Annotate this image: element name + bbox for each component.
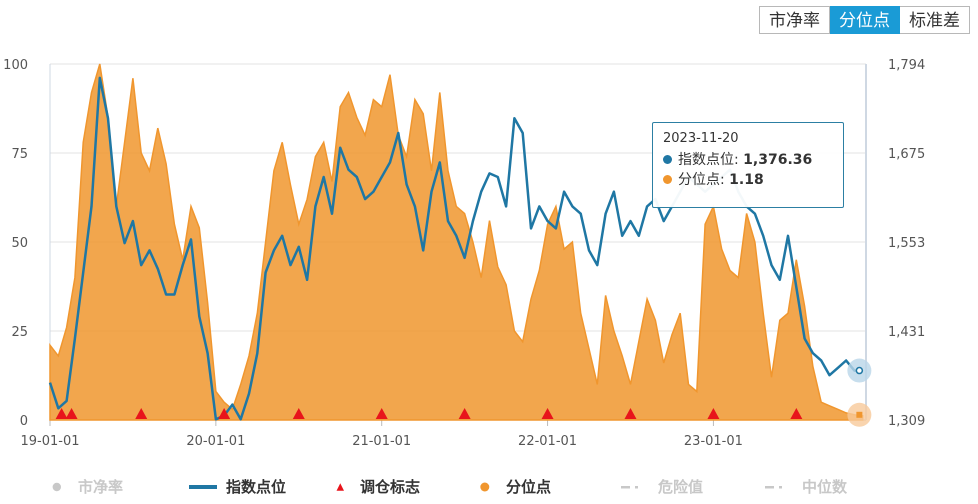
y-right-tick-label: 1,431 xyxy=(888,325,925,340)
rebalance-marker xyxy=(375,408,388,419)
legend-item-index[interactable]: 指数点位 xyxy=(188,476,286,497)
x-tick-label: 21-01-01 xyxy=(352,434,411,449)
dash-line-icon xyxy=(621,485,638,488)
legend-item-danger[interactable]: 危险值 xyxy=(620,476,703,497)
rebalance-marker xyxy=(707,408,720,419)
percentile-dot-icon xyxy=(663,175,672,184)
x-tick-label: 22-01-01 xyxy=(518,434,577,449)
tooltip-index-value: 1,376.36 xyxy=(743,152,813,168)
triangle-icon xyxy=(336,482,344,491)
y-left-tick-label: 100 xyxy=(3,58,28,73)
rebalance-marker xyxy=(135,408,148,419)
percentile-focus-point xyxy=(856,411,863,418)
y-left-tick-label: 0 xyxy=(20,414,28,429)
percentile-area xyxy=(49,63,864,421)
index-dot-icon xyxy=(663,155,672,164)
tooltip-percentile-row: 分位点: 1.18 xyxy=(663,170,833,190)
rebalance-marker xyxy=(790,408,803,419)
circle-icon xyxy=(52,482,61,491)
y-left-tick-label: 75 xyxy=(11,147,28,162)
y-left-tick-label: 25 xyxy=(11,325,28,340)
tooltip-date: 2023-11-20 xyxy=(663,131,739,146)
line-icon xyxy=(189,484,217,489)
legend-item-marker[interactable]: 调仓标志 xyxy=(336,476,420,497)
index-focus-point xyxy=(855,366,864,375)
tooltip-percentile-label: 分位点 xyxy=(678,172,720,188)
valuation-chart[interactable]: 0 25 50 75 100 1,309 1,431 1,553 1,675 1,794 19-01… xyxy=(0,0,978,470)
legend-label-median: 中位数 xyxy=(802,478,848,496)
legend-item-pb[interactable]: 市净率 xyxy=(52,476,123,497)
x-tick-label: 20-01-01 xyxy=(186,434,245,449)
rebalance-marker xyxy=(218,408,231,419)
tooltip-index-label: 指数点位 xyxy=(678,152,734,168)
dash-line-icon xyxy=(765,485,782,488)
y-right-tick-label: 1,794 xyxy=(888,58,925,73)
tab-std-dev[interactable]: 标准差 xyxy=(900,6,970,34)
rebalance-marker xyxy=(541,408,554,419)
y-right-tick-label: 1,309 xyxy=(888,414,925,429)
y-right-tick-label: 1,553 xyxy=(888,236,925,251)
legend-item-percentile[interactable]: 分位点 xyxy=(480,476,551,497)
tab-percentile[interactable]: 分位点 xyxy=(830,6,900,34)
rebalance-marker xyxy=(458,408,471,419)
rebalance-marker xyxy=(55,408,68,419)
legend-label-danger: 危险值 xyxy=(658,478,704,496)
tooltip-percentile-value: 1.18 xyxy=(729,172,764,188)
y-left-tick-label: 50 xyxy=(11,236,28,251)
rebalance-marker xyxy=(624,408,637,419)
chart-tooltip: 2023-11-20 指数点位: 1,376.36 分位点: 1.18 xyxy=(652,122,844,208)
legend-label-index: 指数点位 xyxy=(226,478,287,496)
y-right-tick-label: 1,675 xyxy=(888,147,925,162)
tab-pb[interactable]: 市净率 xyxy=(759,6,830,34)
circle-icon xyxy=(480,482,490,491)
legend-label-pb: 市净率 xyxy=(78,478,124,496)
x-tick-label: 19-01-01 xyxy=(20,434,79,449)
legend-item-median[interactable]: 中位数 xyxy=(764,476,847,497)
legend-label-marker: 调仓标志 xyxy=(360,478,421,496)
view-tabs: 市净率 分位点 标准差 xyxy=(759,6,970,34)
legend-label-percentile: 分位点 xyxy=(506,478,552,496)
x-tick-label: 23-01-01 xyxy=(684,434,743,449)
rebalance-marker xyxy=(292,408,305,419)
rebalance-marker xyxy=(65,408,78,419)
tooltip-index-row: 指数点位: 1,376.36 xyxy=(663,150,833,170)
